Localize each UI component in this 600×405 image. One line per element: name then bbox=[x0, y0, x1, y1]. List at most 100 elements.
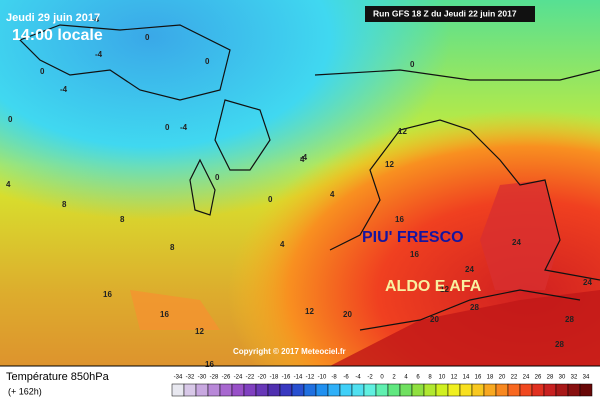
annotation-cool: PIU' FRESCO bbox=[362, 229, 464, 246]
contour-label: 16 bbox=[410, 250, 419, 259]
colorbar-swatch bbox=[435, 383, 449, 397]
colorbar-label: 4 bbox=[404, 375, 408, 381]
contour-label: -4 bbox=[180, 123, 188, 132]
contour-label: 16 bbox=[395, 215, 404, 224]
colorbar-swatch bbox=[471, 383, 485, 397]
colorbar-label: -32 bbox=[186, 375, 195, 381]
colorbar-swatch bbox=[483, 383, 497, 397]
colorbar-label: -18 bbox=[270, 375, 279, 381]
colorbar-swatch bbox=[327, 383, 341, 397]
colorbar-swatch bbox=[459, 383, 473, 397]
contour-label: 12 bbox=[440, 285, 449, 294]
colorbar-swatch bbox=[291, 383, 305, 397]
run-info: Run GFS 18 Z du Jeudi 22 juin 2017 bbox=[373, 8, 517, 18]
colorbar-label: -16 bbox=[282, 375, 291, 381]
lead-time: (+ 162h) bbox=[8, 386, 42, 396]
field-name: Température 850hPa bbox=[6, 371, 110, 383]
contour-label: 20 bbox=[430, 315, 439, 324]
colorbar-label: 24 bbox=[523, 375, 530, 381]
colorbar-swatch bbox=[495, 383, 509, 397]
colorbar-label: 20 bbox=[499, 375, 506, 381]
map-field bbox=[0, 0, 600, 366]
copyright: Copyright © 2017 Meteociel.fr bbox=[233, 347, 346, 356]
colorbar-swatch bbox=[243, 383, 257, 397]
colorbar-label: -24 bbox=[234, 375, 243, 381]
contour-label: 0 bbox=[40, 67, 45, 76]
colorbar-swatch bbox=[267, 383, 281, 397]
colorbar-label: -4 bbox=[355, 375, 361, 381]
contour-label: 0 bbox=[410, 60, 415, 69]
colorbar-swatch bbox=[207, 383, 221, 397]
colorbar-swatch bbox=[183, 383, 197, 397]
contour-label: 12 bbox=[385, 160, 394, 169]
colorbar-swatch bbox=[255, 383, 269, 397]
contour-label: 12 bbox=[398, 127, 407, 136]
colorbar-label: 8 bbox=[428, 375, 432, 381]
contour-label: -4 bbox=[60, 85, 68, 94]
colorbar-label: 14 bbox=[463, 375, 470, 381]
colorbar-swatch bbox=[567, 383, 581, 397]
colorbar-label: -8 bbox=[331, 375, 337, 381]
colorbar-label: 10 bbox=[439, 375, 446, 381]
colorbar-label: 22 bbox=[511, 375, 518, 381]
contour-label: 16 bbox=[160, 310, 169, 319]
contour-label: 0 bbox=[268, 195, 273, 204]
coastlines bbox=[18, 24, 600, 331]
contour-label: 8 bbox=[170, 243, 175, 252]
contour-label: 20 bbox=[343, 310, 352, 319]
contour-label: 4 bbox=[300, 155, 305, 164]
contour-label: 12 bbox=[195, 327, 204, 336]
contour-label: 0 bbox=[165, 123, 170, 132]
annotation-hot: ALDO E AFA bbox=[385, 278, 482, 295]
contour-label: 28 bbox=[565, 315, 574, 324]
colorbar-label: 34 bbox=[583, 375, 590, 381]
colorbar-swatch bbox=[351, 383, 365, 397]
colorbar-swatch bbox=[507, 383, 521, 397]
contour-label: 12 bbox=[305, 307, 314, 316]
colorbar-label: -22 bbox=[246, 375, 255, 381]
colorbar-swatch bbox=[387, 383, 401, 397]
run-box bbox=[365, 6, 535, 22]
colorbar-label: 18 bbox=[487, 375, 494, 381]
colorbar-label: 32 bbox=[571, 375, 578, 381]
colorbar-swatch bbox=[315, 383, 329, 397]
contour-label: 8 bbox=[62, 200, 67, 209]
colorbar-swatch bbox=[375, 383, 389, 397]
colorbar-label: -20 bbox=[258, 375, 267, 381]
contour-label: 16 bbox=[205, 360, 214, 369]
colorbar-swatch bbox=[555, 383, 569, 397]
colorbar-label: 30 bbox=[559, 375, 566, 381]
contour-label: 16 bbox=[103, 290, 112, 299]
contour-label: 24 bbox=[465, 265, 474, 274]
colorbar-label: -2 bbox=[367, 375, 373, 381]
contour-label: -4 bbox=[95, 50, 103, 59]
colorbar-label: 16 bbox=[475, 375, 482, 381]
colorbar-swatch bbox=[531, 383, 545, 397]
colorbar-label: -6 bbox=[343, 375, 349, 381]
colorbar-swatch bbox=[279, 383, 293, 397]
colorbar-label: -12 bbox=[306, 375, 315, 381]
colorbar-swatch bbox=[303, 383, 317, 397]
colorbar-swatch bbox=[423, 383, 437, 397]
contour-label: 28 bbox=[470, 303, 479, 312]
colorbar-label: -14 bbox=[294, 375, 303, 381]
contour-label: -4 bbox=[300, 153, 308, 162]
colorbar-swatch bbox=[171, 383, 185, 397]
map-date: Jeudi 29 juin 2017 bbox=[6, 12, 100, 24]
colorbar-label: 2 bbox=[392, 375, 396, 381]
colorbar-swatch bbox=[195, 383, 209, 397]
colorbar-label: 26 bbox=[535, 375, 542, 381]
contour-label: -4 bbox=[92, 15, 100, 24]
colorbar-swatch bbox=[411, 383, 425, 397]
contour-label: 4 bbox=[280, 240, 285, 249]
contour-label: 24 bbox=[583, 278, 592, 287]
contour-label: 0 bbox=[215, 173, 220, 182]
colorbar-swatch bbox=[339, 383, 353, 397]
contour-label: 4 bbox=[330, 190, 335, 199]
colorbar-swatch bbox=[519, 383, 533, 397]
contour-label: 24 bbox=[512, 238, 521, 247]
colorbar: -34 -32 -30 -28 -26 -24 -22 -20 -18 -16 -14 -12 -10-… bbox=[171, 375, 593, 397]
colorbar-label: -34 bbox=[174, 375, 183, 381]
colorbar-label: 28 bbox=[547, 375, 554, 381]
